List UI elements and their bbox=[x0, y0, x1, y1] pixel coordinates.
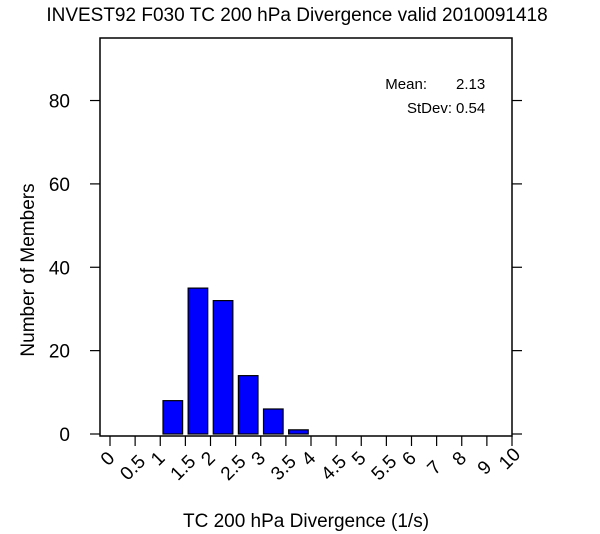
y-axis-label: Number of Members bbox=[18, 183, 39, 356]
x-tick-label: 2 bbox=[197, 448, 219, 470]
x-tick-label: 1.5 bbox=[167, 451, 201, 485]
mean-value: 2.13 bbox=[456, 76, 485, 93]
x-tick-label: 3 bbox=[248, 448, 270, 470]
histogram-bar bbox=[237, 375, 259, 435]
stdev-value: 0.54 bbox=[456, 100, 485, 117]
y-tick-label: 80 bbox=[49, 92, 70, 113]
histogram-bar bbox=[187, 287, 209, 435]
x-tick-label: 10 bbox=[495, 444, 525, 474]
x-ticks: 00.511.522.533.544.555.56 7 8 9 10 bbox=[97, 436, 525, 485]
x-tick-label: 4.5 bbox=[317, 451, 351, 485]
x-tick-label: 7 bbox=[424, 457, 446, 479]
histogram-bar bbox=[212, 300, 234, 435]
y-tick-label: 0 bbox=[59, 425, 70, 446]
stdev-label: StDev: bbox=[407, 100, 452, 117]
x-tick-label: 2.5 bbox=[217, 451, 251, 485]
x-tick-label: 4 bbox=[298, 448, 321, 471]
x-tick-label: 9 bbox=[474, 457, 496, 479]
x-tick-label: 1 bbox=[147, 448, 169, 470]
x-tick-label: 6 bbox=[398, 448, 420, 470]
y-tick-label: 20 bbox=[49, 342, 70, 363]
plot-frame bbox=[99, 37, 513, 437]
x-tick-label: 5.5 bbox=[368, 451, 402, 485]
y-tick-label: 60 bbox=[49, 175, 70, 196]
y-tick-label: 40 bbox=[49, 258, 70, 279]
x-tick-label: 8 bbox=[449, 448, 471, 470]
bars-group bbox=[162, 287, 309, 435]
stats-box: Mean: 2.13 StDev: 0.54 bbox=[385, 76, 485, 117]
histogram-bar bbox=[288, 429, 309, 435]
x-tick-label: 0.5 bbox=[116, 451, 150, 485]
x-tick-label: 0 bbox=[97, 448, 119, 470]
chart-title: INVEST92 F030 TC 200 hPa Divergence vali… bbox=[46, 5, 547, 26]
y-ticks: 0 20 40 60 80 bbox=[49, 92, 522, 446]
x-axis-label: TC 200 hPa Divergence (1/s) bbox=[183, 511, 429, 532]
x-tick-label: 3.5 bbox=[267, 451, 301, 485]
x-tick-label: 5 bbox=[348, 448, 370, 470]
histogram-bar bbox=[162, 400, 184, 435]
histogram-bar bbox=[262, 408, 284, 435]
mean-label: Mean: bbox=[385, 76, 427, 93]
